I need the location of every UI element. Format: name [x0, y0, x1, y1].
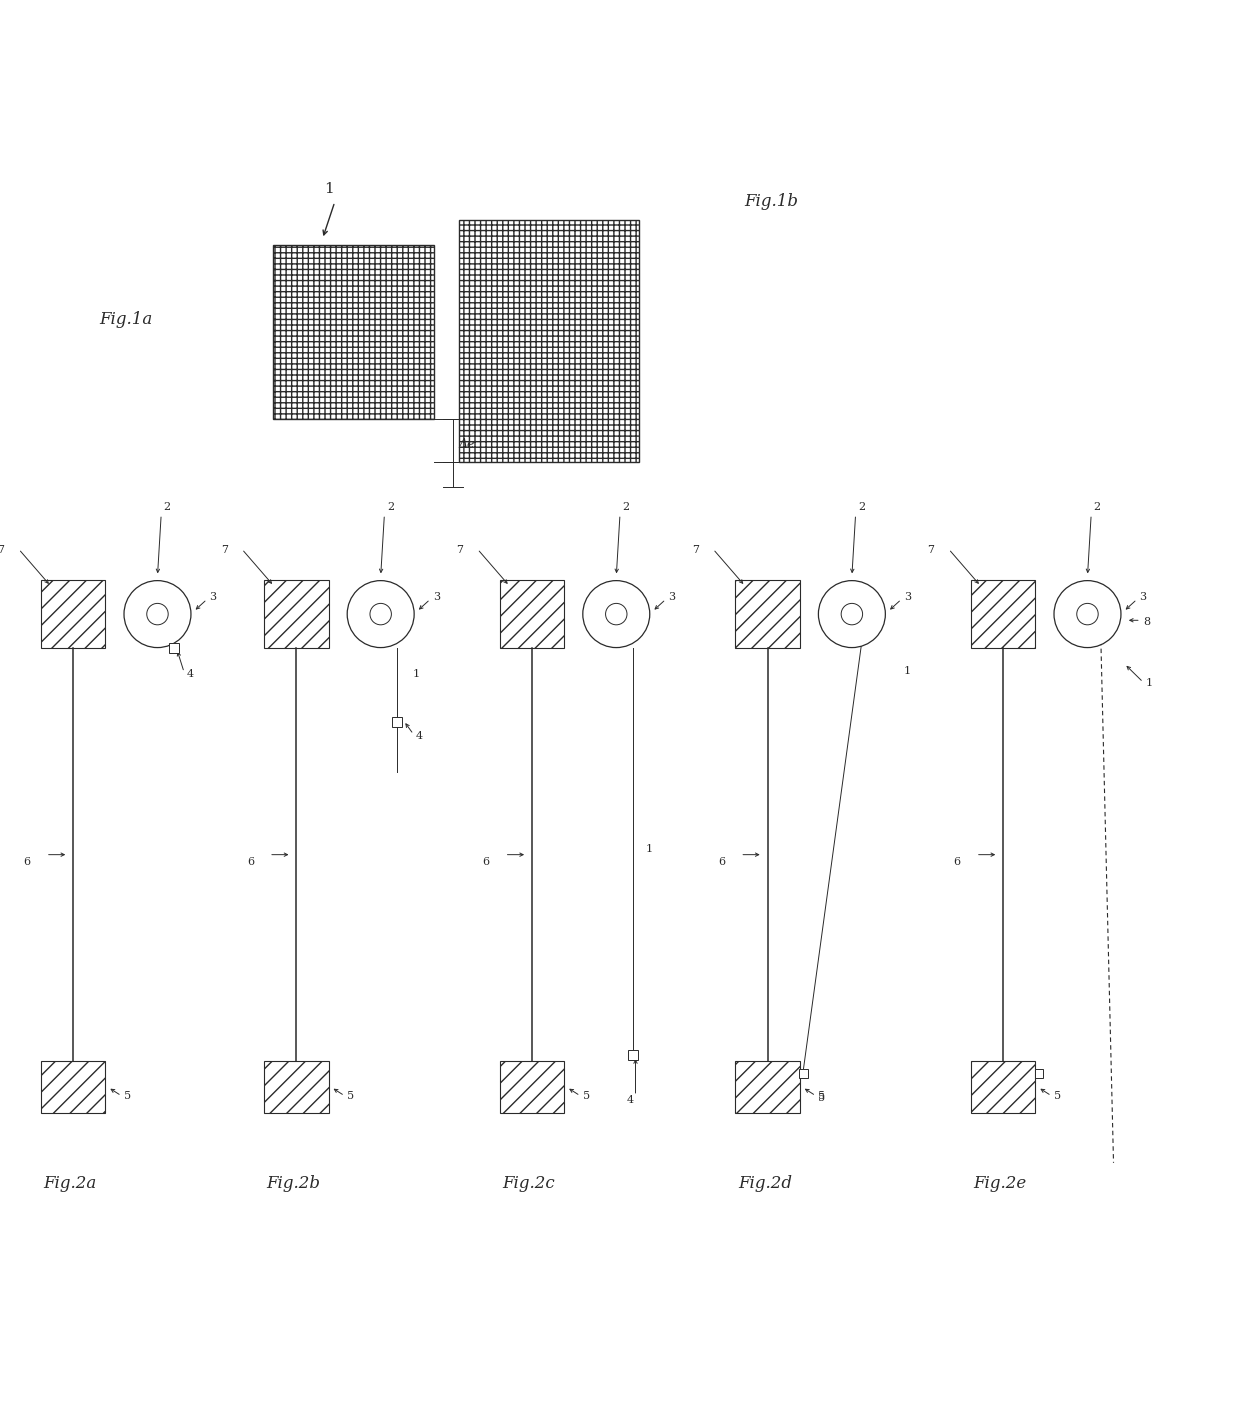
- Text: 4: 4: [627, 1094, 634, 1104]
- Circle shape: [124, 580, 191, 648]
- Bar: [459, 221, 639, 462]
- Text: 7: 7: [928, 545, 935, 555]
- Text: 3: 3: [668, 591, 676, 601]
- Text: Fig.2d: Fig.2d: [738, 1176, 792, 1193]
- Text: 2: 2: [622, 501, 630, 511]
- Text: 2: 2: [1094, 501, 1101, 511]
- Bar: [264, 580, 329, 648]
- Text: 6: 6: [482, 857, 490, 867]
- Text: 5: 5: [1054, 1091, 1061, 1101]
- Circle shape: [818, 580, 885, 648]
- Text: 4: 4: [187, 669, 193, 679]
- Text: Fig.2e: Fig.2e: [973, 1176, 1027, 1193]
- Text: 6: 6: [247, 857, 254, 867]
- Text: 1: 1: [413, 669, 419, 679]
- Bar: [500, 1062, 564, 1114]
- Text: 7: 7: [0, 545, 5, 555]
- Bar: [41, 1062, 105, 1114]
- Bar: [971, 580, 1035, 648]
- Circle shape: [605, 604, 627, 625]
- Text: 3: 3: [433, 591, 440, 601]
- Bar: [971, 1062, 1035, 1114]
- Text: 5: 5: [818, 1091, 826, 1101]
- Bar: [735, 1062, 800, 1114]
- Circle shape: [370, 604, 392, 625]
- Text: 1: 1: [646, 845, 652, 855]
- Circle shape: [146, 604, 169, 625]
- Circle shape: [347, 580, 414, 648]
- Text: 2: 2: [164, 501, 171, 511]
- Text: 2: 2: [387, 501, 394, 511]
- Text: Δe: Δe: [459, 438, 475, 452]
- Text: Fig.1a: Fig.1a: [99, 311, 153, 328]
- Text: 8: 8: [1143, 617, 1151, 627]
- Bar: [500, 580, 564, 648]
- Bar: [264, 1062, 329, 1114]
- Text: Fig.1b: Fig.1b: [744, 193, 799, 210]
- Text: 4: 4: [417, 731, 423, 741]
- Text: 1: 1: [324, 182, 334, 196]
- Text: 3: 3: [210, 591, 217, 601]
- Bar: [169, 642, 180, 652]
- Text: 5: 5: [347, 1091, 355, 1101]
- Text: 3: 3: [904, 591, 911, 601]
- Text: 1: 1: [1146, 679, 1153, 689]
- Text: 6: 6: [718, 857, 725, 867]
- Text: 5: 5: [124, 1091, 131, 1101]
- Bar: [393, 717, 403, 727]
- Bar: [273, 245, 434, 418]
- Text: Fig.2b: Fig.2b: [267, 1176, 321, 1193]
- Text: 3: 3: [1140, 591, 1147, 601]
- Text: 7: 7: [692, 545, 699, 555]
- Text: 2: 2: [858, 501, 866, 511]
- Circle shape: [1054, 580, 1121, 648]
- Text: Fig.2a: Fig.2a: [43, 1176, 97, 1193]
- Circle shape: [1076, 604, 1099, 625]
- Circle shape: [583, 580, 650, 648]
- Text: 6: 6: [24, 857, 31, 867]
- Bar: [735, 580, 800, 648]
- Text: 7: 7: [456, 545, 464, 555]
- Bar: [41, 580, 105, 648]
- Text: 1: 1: [904, 666, 911, 676]
- Text: 5: 5: [583, 1091, 590, 1101]
- Text: 6: 6: [954, 857, 961, 867]
- Text: 7: 7: [221, 545, 228, 555]
- Bar: [629, 1050, 639, 1060]
- Text: Fig.2c: Fig.2c: [502, 1176, 554, 1193]
- Text: 5: 5: [818, 1093, 826, 1104]
- Circle shape: [841, 604, 863, 625]
- Bar: [799, 1069, 808, 1079]
- Bar: [1034, 1069, 1044, 1079]
